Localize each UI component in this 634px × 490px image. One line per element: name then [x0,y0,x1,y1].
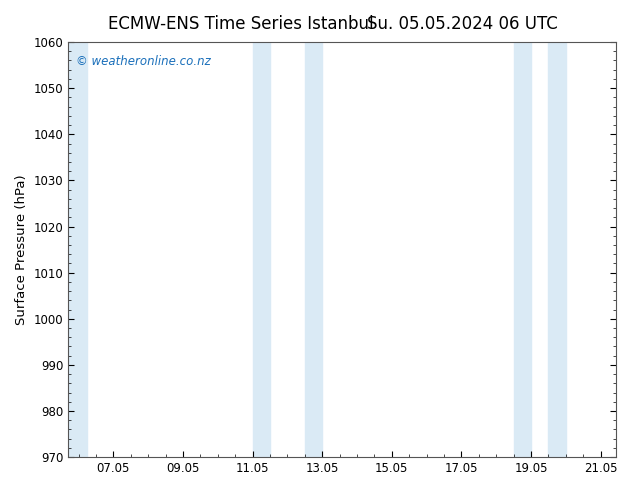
Bar [68,42,87,457]
Bar [548,42,566,457]
Text: Su. 05.05.2024 06 UTC: Su. 05.05.2024 06 UTC [368,15,558,33]
Bar [514,42,531,457]
Y-axis label: Surface Pressure (hPa): Surface Pressure (hPa) [15,174,28,325]
Bar [252,42,270,457]
Text: ECMW-ENS Time Series Istanbul: ECMW-ENS Time Series Istanbul [108,15,373,33]
Bar [305,42,322,457]
Text: © weatheronline.co.nz: © weatheronline.co.nz [76,54,211,68]
